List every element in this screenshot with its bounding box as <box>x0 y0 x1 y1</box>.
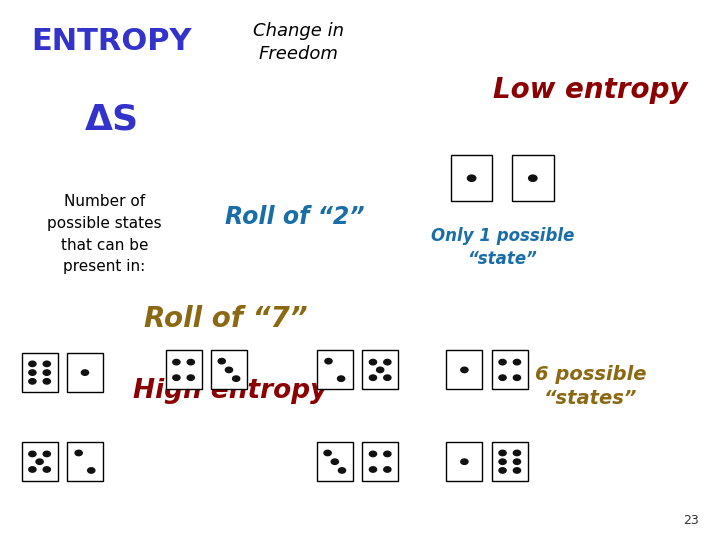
Circle shape <box>377 367 384 373</box>
Circle shape <box>369 375 377 380</box>
Text: High entropy: High entropy <box>133 378 328 404</box>
Circle shape <box>461 367 468 373</box>
Circle shape <box>499 459 506 464</box>
Text: Change in
Freedom: Change in Freedom <box>253 22 344 63</box>
Text: Roll of “7”: Roll of “7” <box>144 305 307 333</box>
Circle shape <box>384 375 391 380</box>
Circle shape <box>29 361 36 367</box>
Text: Number of
possible states
that can be
present in:: Number of possible states that can be pr… <box>47 194 162 274</box>
Circle shape <box>499 468 506 473</box>
Circle shape <box>187 360 194 365</box>
Text: Only 1 possible
“state”: Only 1 possible “state” <box>431 227 575 268</box>
Circle shape <box>88 468 95 473</box>
Circle shape <box>43 370 50 375</box>
Circle shape <box>384 360 391 365</box>
Circle shape <box>29 370 36 375</box>
Circle shape <box>528 175 537 181</box>
Bar <box>67 353 103 392</box>
Circle shape <box>218 359 225 364</box>
Circle shape <box>29 379 36 384</box>
Circle shape <box>225 367 233 373</box>
Bar <box>67 442 103 481</box>
Bar <box>512 156 554 201</box>
Circle shape <box>384 451 391 457</box>
Circle shape <box>467 175 476 181</box>
Bar <box>22 442 58 481</box>
Bar <box>362 350 398 389</box>
Circle shape <box>384 467 391 472</box>
Circle shape <box>75 450 82 456</box>
Bar <box>446 442 482 481</box>
Circle shape <box>513 459 521 464</box>
Circle shape <box>369 467 377 472</box>
Circle shape <box>461 459 468 464</box>
Bar <box>446 350 482 389</box>
Circle shape <box>43 361 50 367</box>
Text: Roll of “2”: Roll of “2” <box>225 205 365 229</box>
Circle shape <box>499 360 506 365</box>
Bar <box>317 442 353 481</box>
Circle shape <box>43 379 50 384</box>
Bar <box>451 156 492 201</box>
Circle shape <box>331 459 338 464</box>
Text: ΔS: ΔS <box>84 103 139 137</box>
Circle shape <box>513 375 521 380</box>
Bar <box>166 350 202 389</box>
Circle shape <box>29 451 36 457</box>
Circle shape <box>369 360 377 365</box>
Circle shape <box>513 360 521 365</box>
Circle shape <box>499 450 506 456</box>
Circle shape <box>43 467 50 472</box>
Circle shape <box>81 370 89 375</box>
Circle shape <box>338 376 345 381</box>
Bar <box>362 442 398 481</box>
Circle shape <box>513 468 521 473</box>
Circle shape <box>233 376 240 381</box>
Circle shape <box>324 450 331 456</box>
Text: 6 possible
“states”: 6 possible “states” <box>535 364 646 408</box>
Text: ENTROPY: ENTROPY <box>32 27 192 56</box>
Circle shape <box>369 451 377 457</box>
Circle shape <box>43 451 50 457</box>
Circle shape <box>173 360 180 365</box>
Text: Low entropy: Low entropy <box>493 76 688 104</box>
Circle shape <box>187 375 194 380</box>
Circle shape <box>173 375 180 380</box>
Circle shape <box>338 468 346 473</box>
Circle shape <box>29 467 36 472</box>
Circle shape <box>36 459 43 464</box>
Bar <box>317 350 353 389</box>
Text: 23: 23 <box>683 514 698 526</box>
Circle shape <box>499 375 506 380</box>
Bar <box>22 353 58 392</box>
Circle shape <box>513 450 521 456</box>
Bar <box>492 442 528 481</box>
Bar <box>211 350 247 389</box>
Bar <box>492 350 528 389</box>
Circle shape <box>325 359 332 364</box>
